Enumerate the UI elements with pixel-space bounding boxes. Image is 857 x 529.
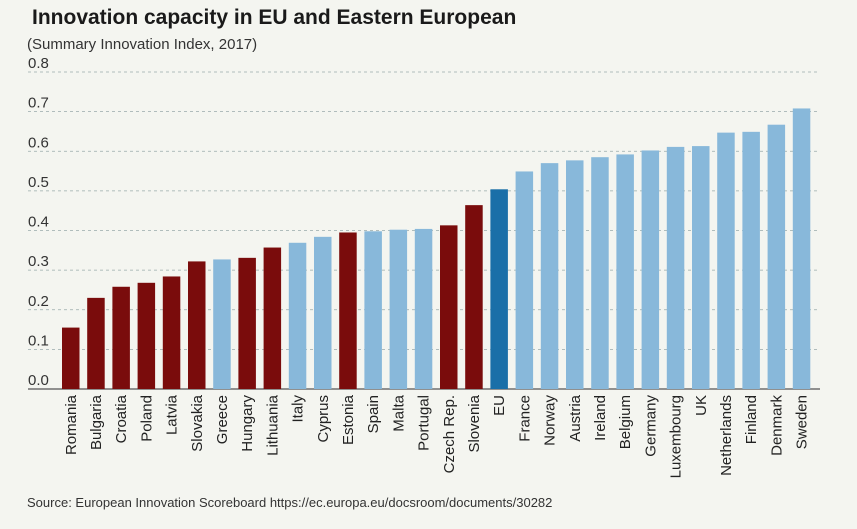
bar-portugal bbox=[414, 228, 433, 389]
bars bbox=[62, 108, 811, 390]
x-tick-label: Cyprus bbox=[315, 395, 332, 443]
bar-eu bbox=[490, 189, 508, 389]
bar-finland bbox=[742, 131, 760, 390]
x-tick-label: Malta bbox=[390, 394, 407, 431]
x-tick-label: Portugal bbox=[416, 395, 433, 451]
x-tick-label: Lithuania bbox=[264, 394, 281, 456]
x-tick-label: Denmark bbox=[768, 395, 785, 456]
y-tick-label: 0.8 bbox=[28, 55, 49, 72]
x-tick-label: Austria bbox=[567, 394, 584, 441]
bar-estonia bbox=[339, 232, 357, 389]
bar-greece bbox=[213, 259, 231, 389]
x-tick-label: UK bbox=[693, 395, 710, 416]
x-tick-label: Czech Rep. bbox=[441, 395, 458, 473]
x-tick-label: Belgium bbox=[617, 395, 634, 449]
bar-malta bbox=[389, 229, 408, 389]
bar-latvia bbox=[162, 276, 181, 389]
y-tick-label: 0.4 bbox=[28, 214, 49, 231]
bar-spain bbox=[364, 231, 382, 389]
bar-germany bbox=[641, 150, 660, 389]
y-tick-label: 0.5 bbox=[28, 174, 49, 191]
x-tick-label: France bbox=[516, 395, 533, 442]
x-tick-label: Croatia bbox=[113, 394, 130, 443]
x-tick-label: Netherlands bbox=[718, 395, 735, 476]
x-tick-label: Germany bbox=[642, 395, 659, 457]
x-tick-label: Sweden bbox=[794, 395, 811, 449]
bar-belgium bbox=[616, 154, 634, 389]
x-tick-label: Hungary bbox=[239, 395, 256, 452]
bar-denmark bbox=[767, 124, 786, 390]
bar-ireland bbox=[591, 157, 609, 389]
bar-slovakia bbox=[188, 261, 206, 389]
y-tick-label: 0.0 bbox=[28, 372, 49, 389]
bar-luxembourg bbox=[666, 146, 685, 389]
bar-lithuania bbox=[263, 247, 282, 389]
bar-romania bbox=[62, 327, 80, 389]
source-note: Source: European Innovation Scoreboard h… bbox=[27, 495, 553, 510]
x-tick-label: Poland bbox=[138, 395, 155, 442]
chart-title: Innovation capacity in EU and Eastern Eu… bbox=[32, 6, 517, 29]
bar-croatia bbox=[112, 286, 130, 389]
bar-norway bbox=[540, 163, 559, 389]
bar-poland bbox=[137, 282, 156, 389]
x-tick-label: Italy bbox=[290, 395, 307, 423]
x-tick-label: Spain bbox=[365, 395, 382, 433]
y-tick-label: 0.2 bbox=[28, 293, 49, 310]
x-tick-label: Slovakia bbox=[189, 394, 206, 451]
y-tick-label: 0.1 bbox=[28, 332, 49, 349]
bar-bulgaria bbox=[87, 297, 105, 389]
bar-italy bbox=[288, 242, 307, 389]
x-tick-label: Finland bbox=[743, 395, 760, 444]
y-tick-label: 0.7 bbox=[28, 95, 49, 112]
y-tick-label: 0.3 bbox=[28, 253, 49, 270]
y-axis-ticks: 0.0 0.1 0.2 0.3 0.4 0.5 0.6 0.7 0.8 bbox=[28, 55, 49, 389]
bar-uk bbox=[692, 146, 710, 389]
bar-netherlands bbox=[717, 132, 735, 389]
x-tick-label: Romania bbox=[63, 394, 80, 455]
x-tick-label: Estonia bbox=[340, 394, 357, 445]
bar-austria bbox=[566, 160, 584, 389]
gridlines bbox=[28, 71, 820, 390]
bar-slovenia bbox=[465, 205, 483, 389]
x-tick-label: Bulgaria bbox=[88, 394, 105, 450]
y-tick-label: 0.6 bbox=[28, 134, 49, 151]
chart-subtitle: (Summary Innovation Index, 2017) bbox=[27, 36, 258, 53]
x-tick-label: Norway bbox=[542, 395, 559, 446]
x-tick-label: Greece bbox=[214, 395, 231, 444]
x-tick-label: Luxembourg bbox=[668, 395, 685, 478]
bar-cyprus bbox=[314, 236, 332, 389]
x-tick-label: Ireland bbox=[592, 395, 609, 441]
x-tick-label: EU bbox=[491, 395, 508, 416]
x-tick-label: Slovenia bbox=[466, 394, 483, 452]
bar-czech-rep bbox=[440, 225, 458, 389]
x-axis-labels: Romania Bulgaria Croatia Poland Latvia Slovak… bbox=[63, 394, 811, 478]
bar-sweden bbox=[792, 108, 811, 389]
bar-hungary bbox=[238, 257, 256, 389]
bar-france bbox=[515, 171, 534, 389]
x-tick-label: Latvia bbox=[164, 394, 181, 435]
